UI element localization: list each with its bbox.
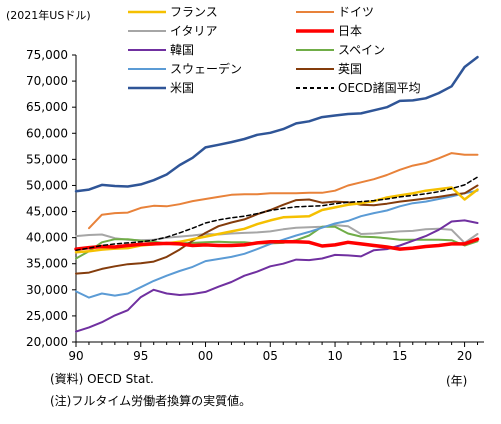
x-unit-label: (年)	[446, 374, 468, 388]
legend-label: スウェーデン	[170, 61, 242, 76]
y-tick-label: 45,000	[26, 205, 68, 219]
y-tick-label: 70,000	[26, 74, 68, 88]
y-tick-label: 50,000	[26, 178, 68, 192]
x-tick-label: 90	[68, 349, 83, 363]
legend-entry: ドイツ	[296, 5, 374, 19]
x-tick-label: 00	[198, 349, 213, 363]
y-axis-ticks: 20,000 25,000 30,000 35,000 40,000 45,000 50,0…	[26, 48, 76, 349]
x-tick-label: 15	[392, 349, 407, 363]
legend-entry: 日本	[296, 24, 362, 38]
x-tick-label: 20	[457, 349, 472, 363]
series-line-9	[74, 55, 479, 193]
legend-label: 米国	[170, 81, 194, 95]
axes	[75, 55, 484, 343]
series-line-10	[75, 176, 479, 251]
legend-entry: スペイン	[296, 43, 385, 57]
series-line-5	[75, 219, 479, 333]
legend-entry: 韓国	[128, 43, 194, 57]
legend-entry: OECD諸国平均	[296, 80, 421, 95]
footnote: (注)フルタイム労働者換算の実質値。	[50, 394, 252, 408]
y-tick-label: 65,000	[26, 100, 68, 114]
x-tick-label: 95	[133, 349, 148, 363]
legend-label: スペイン	[338, 43, 385, 57]
x-tick-label: 10	[327, 349, 342, 363]
legend-entry: フランス	[128, 5, 218, 19]
y-tick-label: 25,000	[26, 309, 68, 323]
y-tick-label: 60,000	[26, 126, 68, 140]
x-axis-ticks: 90 95 00 05 10 15 20	[68, 342, 479, 363]
y-tick-label: 55,000	[26, 152, 68, 166]
legend-label: 韓国	[170, 43, 194, 57]
legend-entry: 米国	[128, 81, 194, 95]
legend-entry: スウェーデン	[128, 61, 242, 76]
legend-entry: 英国	[296, 62, 362, 76]
legend-label: 英国	[338, 62, 362, 76]
legend-label: 日本	[338, 24, 362, 38]
series-line-8	[75, 184, 479, 275]
source-note: (資料) OECD Stat.	[50, 372, 154, 386]
legend-label: ドイツ	[338, 5, 374, 19]
y-unit-label: (2021年USドル)	[6, 8, 91, 22]
legend-label: フランス	[170, 5, 218, 19]
y-tick-label: 30,000	[26, 283, 68, 297]
x-tick-label: 05	[263, 349, 278, 363]
legend-label: イタリア	[170, 24, 218, 38]
y-tick-label: 40,000	[26, 231, 68, 245]
series-line-4	[74, 237, 480, 251]
series-lines	[74, 55, 480, 333]
series-line-2	[88, 152, 479, 230]
y-tick-label: 35,000	[26, 257, 68, 271]
y-tick-label: 75,000	[26, 48, 68, 62]
y-tick-label: 20,000	[26, 335, 68, 349]
legend-label: OECD諸国平均	[338, 80, 421, 95]
legend-entry: イタリア	[128, 24, 218, 38]
